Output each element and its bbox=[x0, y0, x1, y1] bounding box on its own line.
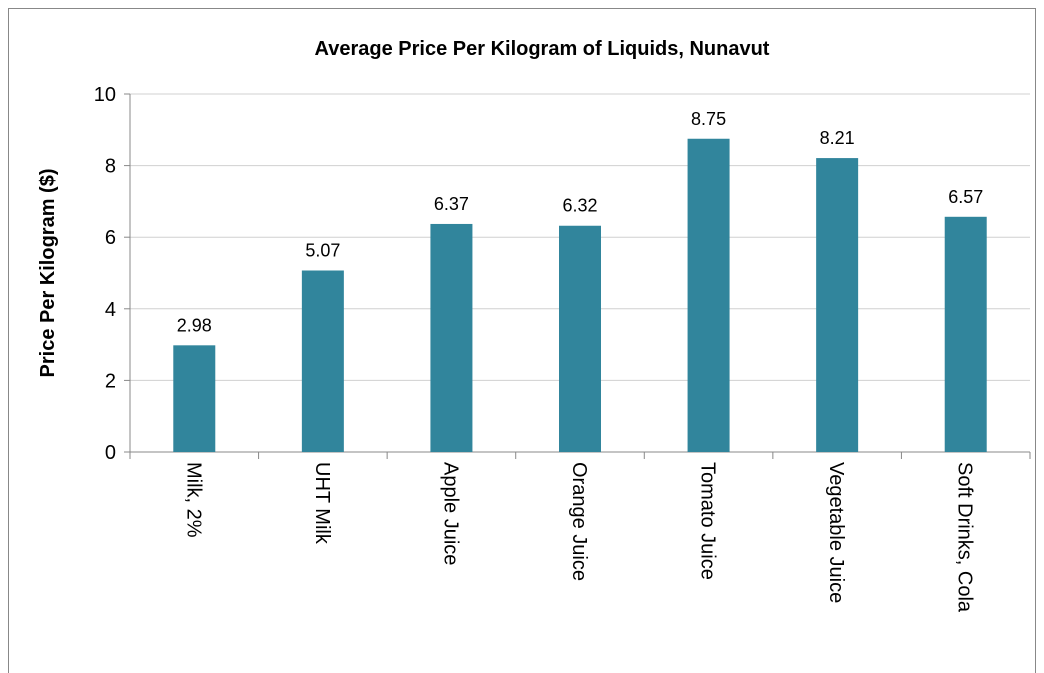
bar bbox=[944, 216, 987, 452]
y-tick-label: 8 bbox=[105, 156, 116, 178]
bar bbox=[687, 138, 730, 452]
chart-title: Average Price Per Kilogram of Liquids, N… bbox=[315, 38, 770, 60]
x-tick-label: Vegetable Juice bbox=[825, 462, 847, 603]
x-tick-label: Orange Juice bbox=[568, 462, 590, 581]
x-tick-label: Milk, 2% bbox=[182, 462, 204, 538]
y-tick-label: 0 bbox=[105, 442, 116, 464]
x-tick-label: Tomato Juice bbox=[697, 462, 719, 580]
y-tick-label: 2 bbox=[105, 370, 116, 392]
chart-border bbox=[8, 8, 1036, 673]
bar bbox=[559, 225, 601, 452]
value-label: 6.32 bbox=[562, 196, 597, 216]
value-label: 2.98 bbox=[177, 315, 212, 335]
x-tick-label: UHT Milk bbox=[311, 462, 333, 545]
y-tick-label: 6 bbox=[105, 227, 116, 249]
bar bbox=[301, 270, 344, 452]
y-tick-label: 4 bbox=[105, 299, 116, 321]
y-tick-label: 10 bbox=[94, 84, 116, 106]
value-label: 8.21 bbox=[820, 128, 855, 148]
value-label: 6.37 bbox=[434, 194, 469, 214]
bar bbox=[816, 158, 859, 452]
value-label: 8.75 bbox=[691, 109, 726, 129]
value-label: 5.07 bbox=[305, 240, 340, 260]
bar bbox=[173, 345, 216, 452]
bar bbox=[430, 223, 473, 452]
x-tick-label: Soft Drinks, Cola bbox=[954, 462, 976, 613]
x-tick-label: Apple Juice bbox=[439, 462, 461, 565]
y-axis-label: Price Per Kilogram ($) bbox=[37, 169, 59, 378]
value-label: 6.57 bbox=[948, 187, 983, 207]
